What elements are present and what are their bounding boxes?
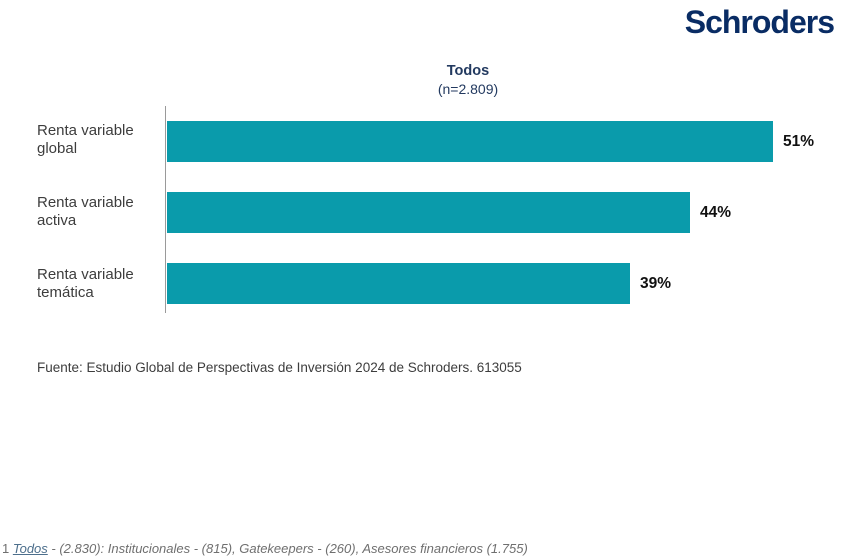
bar [167, 121, 773, 162]
category-label: Renta variable global [37, 122, 134, 157]
chart-title: Todos [446, 63, 490, 79]
footnote-todos-link[interactable]: Todos [12, 541, 48, 556]
bar [167, 192, 690, 233]
footnote: 1 Todos - (2.830): Institucionales - (81… [2, 541, 528, 556]
bar [167, 263, 630, 304]
category-label: Renta variable temática [37, 266, 134, 301]
footnote-number: 1 [2, 541, 13, 556]
bar-value-label: 39% [640, 274, 672, 292]
source-note: Fuente: Estudio Global de Perspectivas d… [37, 360, 522, 375]
bar-value-label: 51% [783, 132, 815, 150]
schroders-logo: Schroders [684, 4, 835, 40]
bar-value-label: 44% [700, 203, 732, 221]
bar-row: 51% [167, 121, 835, 162]
bar-chart-plot-area: 51% 44% 39% [165, 106, 835, 313]
chart-subtitle: (n=2.809) [437, 81, 499, 97]
footnote-text: - (2.830): Institucionales - (815), Gate… [47, 541, 528, 556]
chart-title-block: Todos (n=2.809) [165, 62, 771, 98]
bar-row: 44% [167, 192, 835, 233]
category-label: Renta variable activa [37, 194, 134, 229]
bar-row: 39% [167, 263, 835, 304]
